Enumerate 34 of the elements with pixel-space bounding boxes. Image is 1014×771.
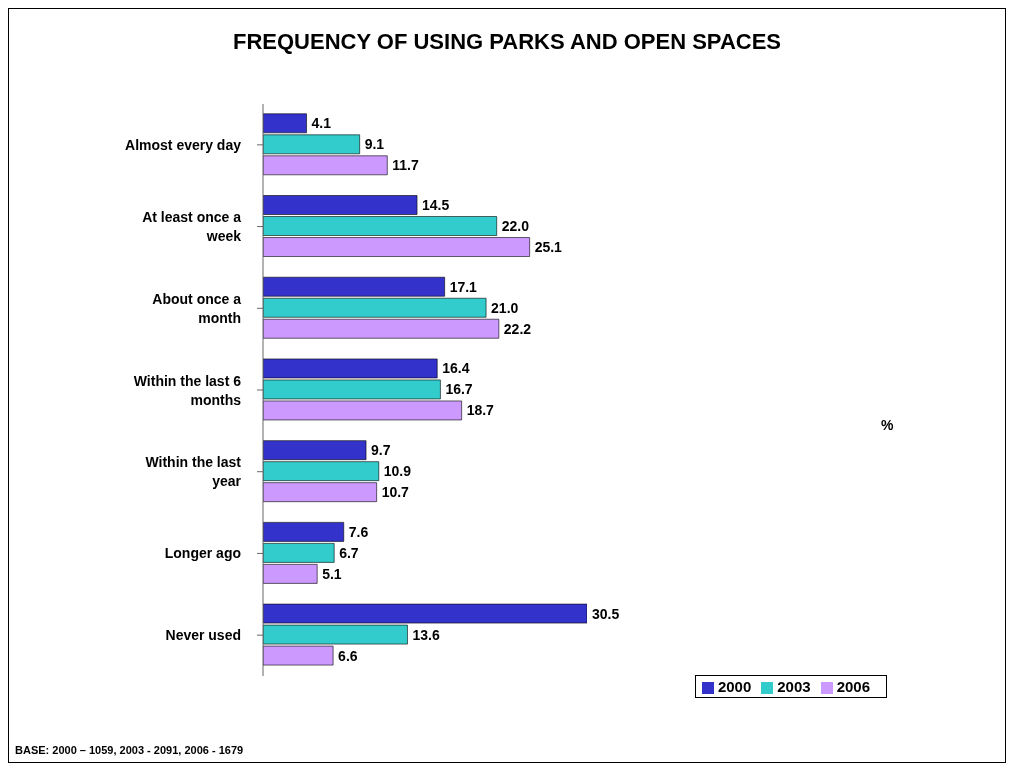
data-label: 13.6	[412, 626, 440, 643]
y-tick-label: Within the last year	[145, 454, 242, 490]
text: BASE: 2000 – 1059, 2003 - 2091, 2006 - 1679	[15, 744, 244, 756]
data-label: 6.6	[338, 647, 358, 664]
legend-label: 2003	[777, 678, 811, 695]
data-label: 16.4	[442, 360, 470, 377]
legend-label: 2000	[717, 678, 752, 695]
data-label: 22.2	[503, 320, 532, 337]
data-label: 25.1	[534, 239, 563, 256]
data-label: 16.7	[445, 381, 473, 398]
data-label: 18.7	[466, 402, 495, 419]
data-label: 5.1	[322, 565, 342, 582]
data-label: 6.7	[339, 544, 359, 561]
data-label: 14.5	[422, 197, 450, 214]
data-label: 10.9	[383, 463, 412, 480]
legend-label: 2006	[836, 678, 870, 695]
data-label: 4.1	[311, 115, 332, 132]
text: %	[881, 417, 894, 433]
data-label: 10.7	[381, 484, 410, 501]
data-label: 9.7	[371, 442, 391, 459]
y-tick-label: Almost every day	[125, 136, 242, 153]
chart-title: FREQUENCY OF USING PARKS AND OPEN SPACES	[231, 29, 782, 55]
data-label: 9.1	[364, 136, 385, 153]
data-label: 21.0	[491, 299, 519, 316]
data-label: 11.7	[392, 157, 419, 174]
y-tick-label: Longer ago	[164, 545, 241, 562]
y-tick-label: About once a month	[152, 290, 242, 326]
data-label: 30.5	[592, 605, 620, 622]
y-tick-label: Never used	[165, 627, 241, 644]
y-tick-label: At least once a week	[142, 209, 242, 245]
data-label: 22.0	[501, 218, 530, 235]
data-label: 17.1	[449, 278, 478, 295]
data-label: 7.6	[348, 523, 369, 540]
y-tick-label: Within the last 6 months	[133, 372, 242, 408]
